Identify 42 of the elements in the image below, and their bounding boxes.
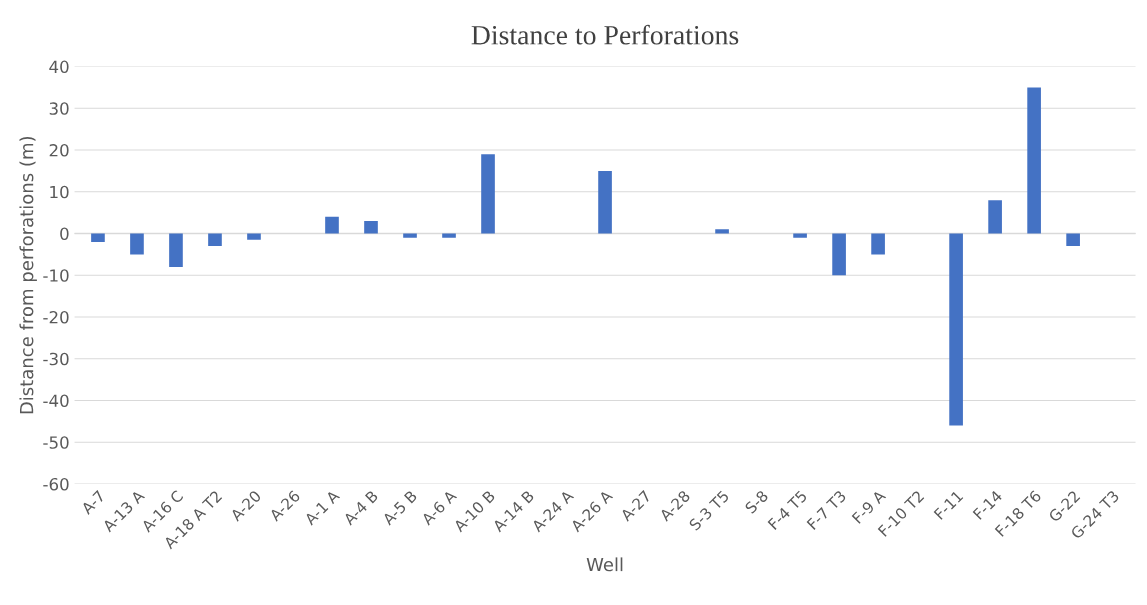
y-tick-label: 40 — [49, 60, 69, 74]
y-axis-title: Distance from perforations (m) — [19, 136, 37, 414]
x-tick-label: A-1 A — [303, 489, 341, 526]
x-tick-label: A-5 B — [381, 489, 418, 526]
bar — [364, 221, 378, 234]
bar — [91, 233, 105, 242]
y-tick-label: -50 — [43, 436, 69, 449]
x-tick-label: S-3 T5 — [688, 489, 730, 532]
bar — [1027, 87, 1041, 234]
bar — [247, 233, 261, 240]
y-tick-label: 30 — [49, 102, 69, 115]
bar — [715, 229, 729, 234]
x-tick-label: F-4 T5 — [767, 490, 808, 531]
y-tick-label: -60 — [43, 477, 69, 491]
bar — [949, 233, 963, 426]
chart-title: Distance to Perforations — [471, 24, 739, 45]
bar — [871, 233, 885, 255]
y-tick-label: -40 — [43, 394, 69, 408]
y-tick-label: -10 — [43, 269, 69, 282]
bar — [793, 233, 807, 238]
x-tick-label: F-7 T3 — [806, 489, 847, 531]
bar — [403, 233, 417, 238]
bar — [481, 154, 495, 234]
y-tick-label: 10 — [50, 185, 69, 199]
bar — [130, 233, 144, 255]
bar — [169, 233, 183, 267]
x-tick-label: A-4 B — [342, 489, 379, 526]
y-tick-label: 0 — [60, 227, 69, 241]
bar — [442, 233, 456, 238]
bar — [988, 200, 1002, 234]
y-tick-label: -20 — [43, 310, 69, 324]
bar — [208, 233, 222, 247]
bar — [598, 170, 612, 234]
x-tick-label: F-9 A — [851, 489, 887, 524]
y-tick-label: 20 — [49, 144, 69, 157]
bar — [325, 216, 339, 234]
x-tick-label: S-8 — [744, 489, 769, 515]
x-tick-label: A-7 — [80, 490, 106, 515]
x-axis-title: Well — [586, 557, 623, 572]
y-tick-label: -30 — [43, 352, 69, 366]
bar — [1066, 233, 1080, 247]
bar — [832, 233, 846, 276]
